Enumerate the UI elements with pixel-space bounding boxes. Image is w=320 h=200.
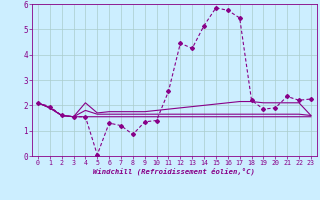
X-axis label: Windchill (Refroidissement éolien,°C): Windchill (Refroidissement éolien,°C) xyxy=(93,168,255,175)
